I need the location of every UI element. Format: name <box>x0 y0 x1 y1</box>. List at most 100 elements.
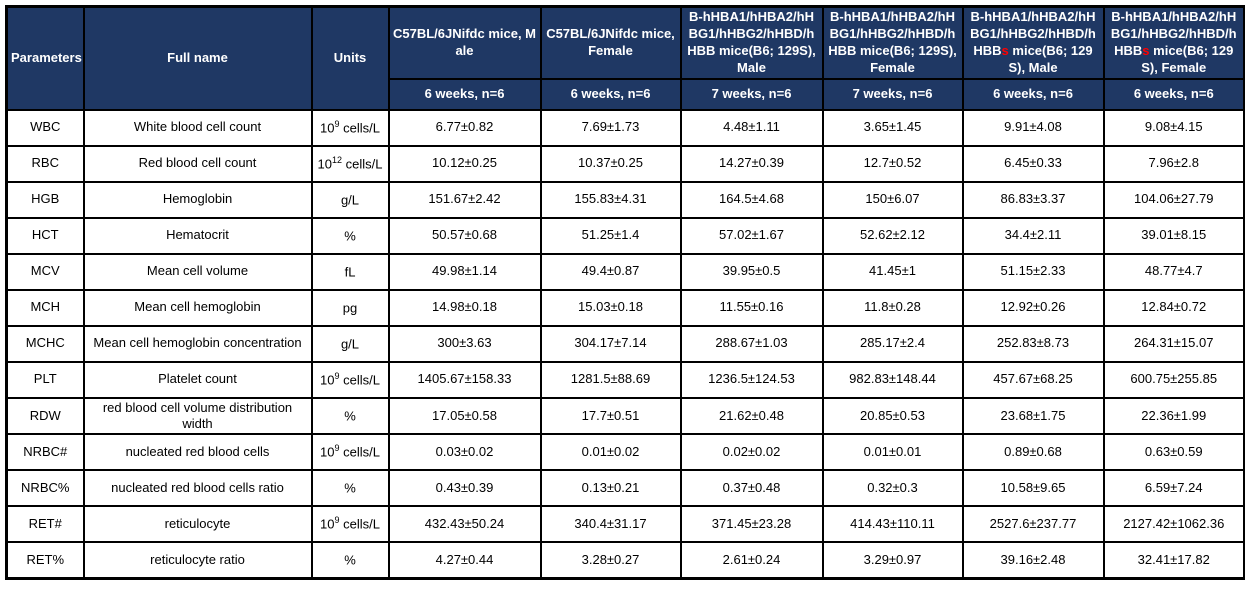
full-name-cell: Hemoglobin <box>82 180 313 219</box>
value-cell: 52.62±2.12 <box>821 216 964 255</box>
value-cell: 4.48±1.11 <box>679 108 824 147</box>
group-title-suffix: mice(B6; 129S), Male <box>1008 42 1093 75</box>
value-cell: 340.4±31.17 <box>539 505 682 544</box>
value-cell: 0.01±0.01 <box>821 433 964 472</box>
table-row: HCT Hematocrit % 50.57±0.68 51.25±1.4 57.0… <box>5 216 1245 255</box>
group-title-suffix: mice(B6; 129S), Male <box>715 42 816 75</box>
value-cell: 14.98±0.18 <box>387 288 542 327</box>
unit-rest: cells/L <box>339 516 380 532</box>
unit-base: 10 <box>320 444 335 460</box>
group-title: C57BL/6JNifdc mice, Female <box>546 25 675 58</box>
value-cell: 11.55±0.16 <box>679 288 824 327</box>
unit-base: % <box>344 228 356 244</box>
table-row: PLT Platelet count 109 cells/L 1405.67±1… <box>5 360 1245 399</box>
value-cell: 10.37±0.25 <box>539 144 682 183</box>
full-name-cell: reticulocyte <box>82 505 313 544</box>
parameter-cell: WBC <box>5 108 85 147</box>
table-row: NRBC% nucleated red blood cells ratio % … <box>5 469 1245 508</box>
value-cell: 48.77±4.7 <box>1102 252 1245 291</box>
value-cell: 6.77±0.82 <box>387 108 542 147</box>
parameter-cell: RDW <box>5 396 85 436</box>
value-cell: 12.92±0.26 <box>961 288 1105 327</box>
parameter-cell: MCH <box>5 288 85 327</box>
full-name-cell: Mean cell hemoglobin <box>82 288 313 327</box>
parameter-cell: HGB <box>5 180 85 219</box>
group-header-1: C57BL/6JNifdc mice, Female <box>539 5 682 80</box>
value-cell: 0.32±0.3 <box>821 469 964 508</box>
unit-cell: 109 cells/L <box>310 108 390 147</box>
value-cell: 0.63±0.59 <box>1102 433 1245 472</box>
value-cell: 3.65±1.45 <box>821 108 964 147</box>
table-body: WBC White blood cell count 109 cells/L 6… <box>5 108 1245 580</box>
unit-base: pg <box>342 300 358 316</box>
full-name-cell: Mean cell volume <box>82 252 313 291</box>
value-cell: 10.58±9.65 <box>961 469 1105 508</box>
value-cell: 51.25±1.4 <box>539 216 682 255</box>
table-row: NRBC# nucleated red blood cells 109 cell… <box>5 433 1245 472</box>
unit-cell: 109 cells/L <box>310 360 390 399</box>
unit-cell: % <box>310 396 390 436</box>
unit-exponent: 9 <box>334 443 340 454</box>
unit-exponent: 12 <box>331 154 342 165</box>
group-header-3: B-hHBA1/hHBA2/hHBG1/hHBG2/hHBD/hHBB mice… <box>821 5 964 80</box>
group-title: B-hHBA1/hHBA2/hHBG1/hHBG2/hHBD/hHBB <box>828 9 956 58</box>
unit-base: 10 <box>320 120 335 136</box>
parameter-cell: RET# <box>5 505 85 544</box>
group-header-0: C57BL/6JNifdc mice, Male <box>387 5 542 80</box>
value-cell: 39.01±8.15 <box>1102 216 1245 255</box>
group-header-5: B-hHBA1/hHBA2/hHBG1/hHBG2/hHBD/hHBBs mic… <box>1102 5 1245 80</box>
value-cell: 41.45±1 <box>821 252 964 291</box>
table-row: MCHC Mean cell hemoglobin concentration … <box>5 324 1245 363</box>
value-cell: 288.67±1.03 <box>679 324 824 363</box>
unit-base: fL <box>344 264 356 280</box>
group-subheader-5: 6 weeks, n=6 <box>1102 77 1245 111</box>
value-cell: 51.15±2.33 <box>961 252 1105 291</box>
parameter-cell: MCV <box>5 252 85 291</box>
unit-exponent: 9 <box>334 370 340 381</box>
parameter-cell: RBC <box>5 144 85 183</box>
unit-cell: g/L <box>310 180 390 219</box>
unit-base: % <box>344 552 356 568</box>
value-cell: 414.43±110.11 <box>821 505 964 544</box>
unit-base: % <box>344 480 356 496</box>
value-cell: 164.5±4.68 <box>679 180 824 219</box>
full-name-cell: Hematocrit <box>82 216 313 255</box>
value-cell: 3.29±0.97 <box>821 541 964 580</box>
col-header-parameters: Parameters <box>5 5 85 111</box>
value-cell: 50.57±0.68 <box>387 216 542 255</box>
group-subheader-1: 6 weeks, n=6 <box>539 77 682 111</box>
value-cell: 6.45±0.33 <box>961 144 1105 183</box>
col-header-full-name: Full name <box>82 5 313 111</box>
value-cell: 15.03±0.18 <box>539 288 682 327</box>
unit-base: % <box>344 408 356 424</box>
table-row: RET% reticulocyte ratio % 4.27±0.44 3.28±… <box>5 541 1245 580</box>
value-cell: 14.27±0.39 <box>679 144 824 183</box>
value-cell: 17.7±0.51 <box>539 396 682 436</box>
subheader-row: 6 weeks, n=6 6 weeks, n=6 7 weeks, n=6 7 we… <box>7 77 1245 111</box>
value-cell: 104.06±27.79 <box>1102 180 1245 219</box>
group-header-2: B-hHBA1/hHBA2/hHBG1/hHBG2/hHBD/hHBB mice… <box>679 5 824 80</box>
header-row: Parameters Full name Units C57BL/6JNifdc… <box>5 5 1245 111</box>
value-cell: 982.83±148.44 <box>821 360 964 399</box>
group-title: B-hHBA1/hHBA2/hHBG1/hHBG2/hHBD/hHBB <box>970 9 1096 58</box>
value-cell: 39.16±2.48 <box>961 541 1105 580</box>
value-cell: 432.43±50.24 <box>387 505 542 544</box>
value-cell: 264.31±15.07 <box>1102 324 1245 363</box>
group-header-4: B-hHBA1/hHBA2/hHBG1/hHBG2/hHBD/hHBBs mic… <box>961 5 1105 80</box>
value-cell: 300±3.63 <box>387 324 542 363</box>
group-subheader-0: 6 weeks, n=6 <box>387 77 542 111</box>
value-cell: 151.67±2.42 <box>387 180 542 219</box>
value-cell: 7.69±1.73 <box>539 108 682 147</box>
group-title-red-letter: s <box>1142 42 1150 58</box>
value-cell: 12.7±0.52 <box>821 144 964 183</box>
group-subheader-3: 7 weeks, n=6 <box>821 77 964 111</box>
unit-cell: 109 cells/L <box>310 505 390 544</box>
group-title-suffix: mice(B6; 129S), Female <box>1141 42 1234 75</box>
value-cell: 57.02±1.67 <box>679 216 824 255</box>
parameter-cell: NRBC% <box>5 469 85 508</box>
parameter-cell: NRBC# <box>5 433 85 472</box>
value-cell: 2527.6±237.77 <box>961 505 1105 544</box>
unit-base: 10 <box>320 372 335 388</box>
value-cell: 39.95±0.5 <box>679 252 824 291</box>
value-cell: 4.27±0.44 <box>387 541 542 580</box>
